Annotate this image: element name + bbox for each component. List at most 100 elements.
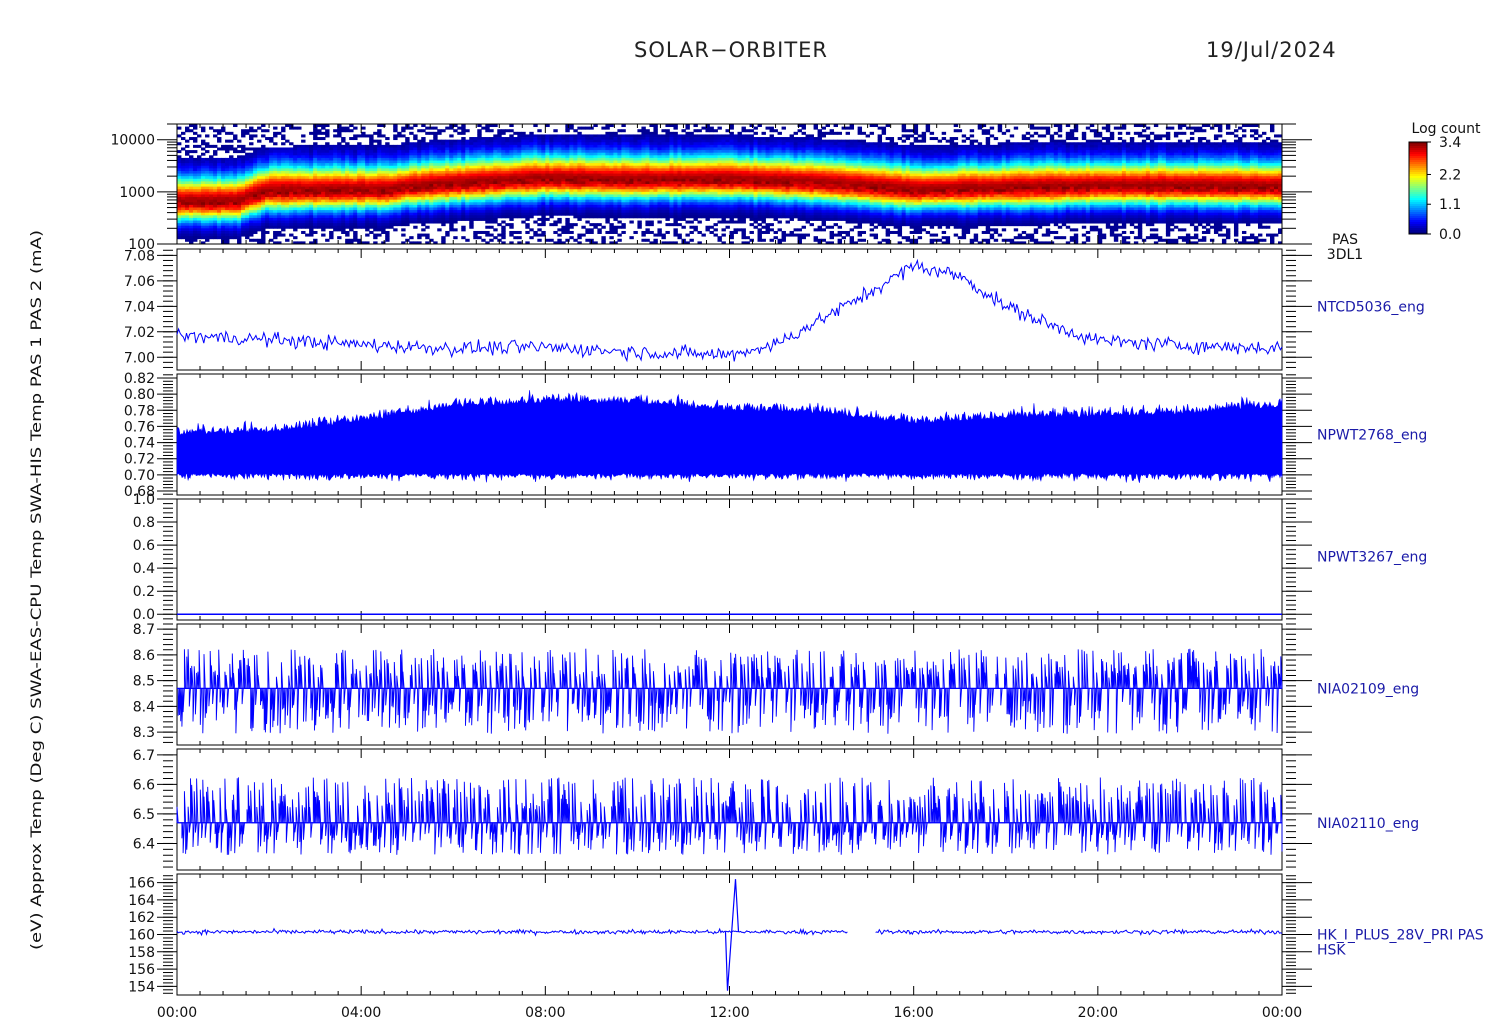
heatmap-cell [449,147,454,151]
heatmap-cell [721,163,726,167]
heatmap-cell [553,155,558,159]
heatmap-cell [681,157,686,161]
heatmap-cell [561,194,566,198]
heatmap-cell [649,204,654,208]
heatmap-cell [465,155,470,159]
heatmap-cell [281,178,286,182]
heatmap-cell [525,204,530,208]
heatmap-cell [421,168,426,172]
heatmap-cell [569,124,574,128]
heatmap-cell [449,178,454,182]
heatmap-cell [673,199,678,203]
heatmap-cell [661,142,666,146]
heatmap-cell [417,129,422,133]
heatmap-cell [249,204,254,208]
heatmap-cell [429,181,434,185]
heatmap-cell [257,173,262,177]
heatmap-cell [545,238,550,242]
heatmap-cell [545,157,550,161]
heatmap-cell [469,186,474,190]
heatmap-cell [233,230,238,234]
heatmap-cell [577,126,582,130]
heatmap-cell [593,144,598,148]
heatmap-cell [409,144,414,148]
heatmap-cell [633,157,638,161]
heatmap-cell [221,204,226,208]
heatmap-cell [709,194,714,198]
heatmap-cell [341,184,346,188]
heatmap-cell [573,181,578,185]
heatmap-cell [325,124,330,128]
heatmap-cell [297,155,302,159]
heatmap-cell [385,150,390,154]
heatmap-cell [293,220,298,224]
heatmap-cell [537,173,542,177]
heatmap-cell [605,134,610,138]
heatmap-cell [313,207,318,211]
heatmap-cell [673,173,678,177]
heatmap-cell [441,215,446,219]
heatmap-cell [681,215,686,219]
heatmap-cell [657,202,662,206]
heatmap-cell [189,168,194,172]
heatmap-cell [277,157,282,161]
heatmap-cell [429,186,434,190]
heatmap-cell [369,134,374,138]
heatmap-cell [513,147,518,151]
heatmap-cell [469,189,474,193]
heatmap-cell [689,207,694,211]
heatmap-cell [453,202,458,206]
heatmap-cell [673,163,678,167]
heatmap-cell [329,215,334,219]
heatmap-cell [685,173,690,177]
heatmap-cell [237,186,242,190]
heatmap-cell [541,184,546,188]
heatmap-cell [621,194,626,198]
heatmap-cell [705,173,710,177]
heatmap-cell [341,181,346,185]
heatmap-cell [297,225,302,229]
heatmap-cell [233,194,238,198]
heatmap-cell [273,170,278,174]
heatmap-cell [301,225,306,229]
heatmap-cell [701,186,706,190]
heatmap-cell [445,186,450,190]
heatmap-cell [217,202,222,206]
heatmap-cell [265,165,270,169]
heatmap-cell [605,184,610,188]
heatmap-cell [597,181,602,185]
heatmap-cell [549,165,554,169]
heatmap-cell [457,202,462,206]
heatmap-cell [569,210,574,214]
heatmap-cell [397,163,402,167]
heatmap-cell [245,178,250,182]
heatmap-cell [621,124,626,128]
heatmap-cell [713,199,718,203]
heatmap-cell [641,238,646,242]
heatmap-cell [605,126,610,130]
heatmap-cell [561,212,566,216]
heatmap-cell [461,207,466,211]
heatmap-cell [225,163,230,167]
heatmap-cell [373,223,378,227]
heatmap-cell [557,173,562,177]
heatmap-cell [433,194,438,198]
heatmap-cell [405,217,410,221]
heatmap-cell [317,189,322,193]
heatmap-cell [261,129,266,133]
heatmap-cell [249,228,254,232]
heatmap-cell [609,176,614,180]
heatmap-cell [505,197,510,201]
heatmap-cell [417,150,422,154]
heatmap-cell [473,144,478,148]
heatmap-cell [577,181,582,185]
heatmap-cell [537,223,542,227]
heatmap-cell [345,160,350,164]
heatmap-cell [341,228,346,232]
heatmap-cell [689,168,694,172]
heatmap-cell [425,152,430,156]
heatmap-cell [453,186,458,190]
heatmap-cell [369,181,374,185]
heatmap-cell [185,186,190,190]
heatmap-cell [381,199,386,203]
